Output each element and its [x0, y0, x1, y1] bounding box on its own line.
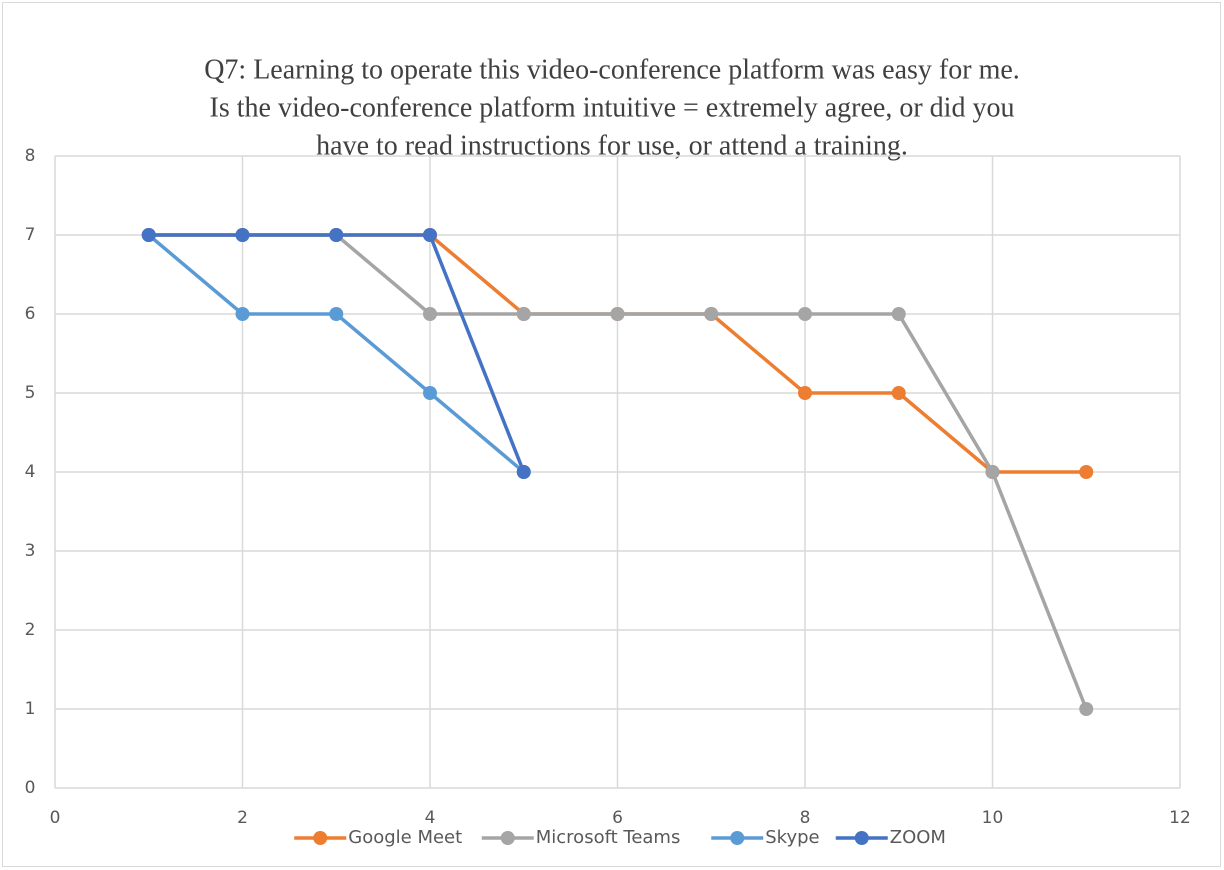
y-tick-label: 5 [25, 383, 36, 403]
point [516, 465, 531, 479]
point [235, 228, 250, 242]
x-tick-label: 8 [800, 808, 811, 828]
legend-marker [730, 831, 745, 845]
point [891, 307, 906, 321]
point [329, 307, 344, 321]
point [610, 307, 625, 321]
y-tick-label: 4 [25, 462, 36, 482]
legend-label: Skype [765, 827, 819, 848]
x-tick-label: 4 [425, 808, 436, 828]
point [1079, 465, 1094, 479]
x-tick-label: 12 [1169, 808, 1191, 828]
point [798, 307, 812, 321]
legend-label: Google Meet [348, 827, 462, 848]
x-tick-label: 0 [50, 808, 61, 828]
point [516, 307, 531, 321]
y-tick-label: 2 [25, 620, 36, 640]
x-tick-label: 2 [237, 808, 248, 828]
point [423, 386, 437, 400]
point [798, 386, 812, 400]
y-tick-label: 1 [25, 699, 36, 719]
y-tick-label: 8 [25, 146, 36, 166]
legend-label: ZOOM [890, 827, 946, 848]
chart-title: have to read instructions for use, or at… [316, 130, 908, 161]
point [704, 307, 719, 321]
chart-title: Is the video-conference platform intuiti… [210, 92, 1015, 123]
x-tick-label: 6 [612, 808, 623, 828]
point [329, 228, 344, 242]
y-tick-label: 3 [25, 541, 36, 561]
x-tick-label: 10 [982, 808, 1004, 828]
legend-label: Microsoft Teams [536, 827, 681, 848]
point [423, 307, 437, 321]
point [141, 228, 156, 242]
point [235, 307, 250, 321]
y-tick-label: 6 [25, 304, 36, 324]
point [423, 228, 437, 242]
point [1079, 702, 1094, 716]
chart-title: Q7: Learning to operate this video-confe… [204, 54, 1020, 85]
y-tick-label: 7 [25, 225, 36, 245]
y-tick-label: 0 [25, 778, 36, 798]
legend-marker [854, 831, 869, 845]
point [985, 465, 1000, 479]
point [891, 386, 906, 400]
legend-marker [313, 831, 328, 845]
legend-marker [500, 831, 515, 845]
